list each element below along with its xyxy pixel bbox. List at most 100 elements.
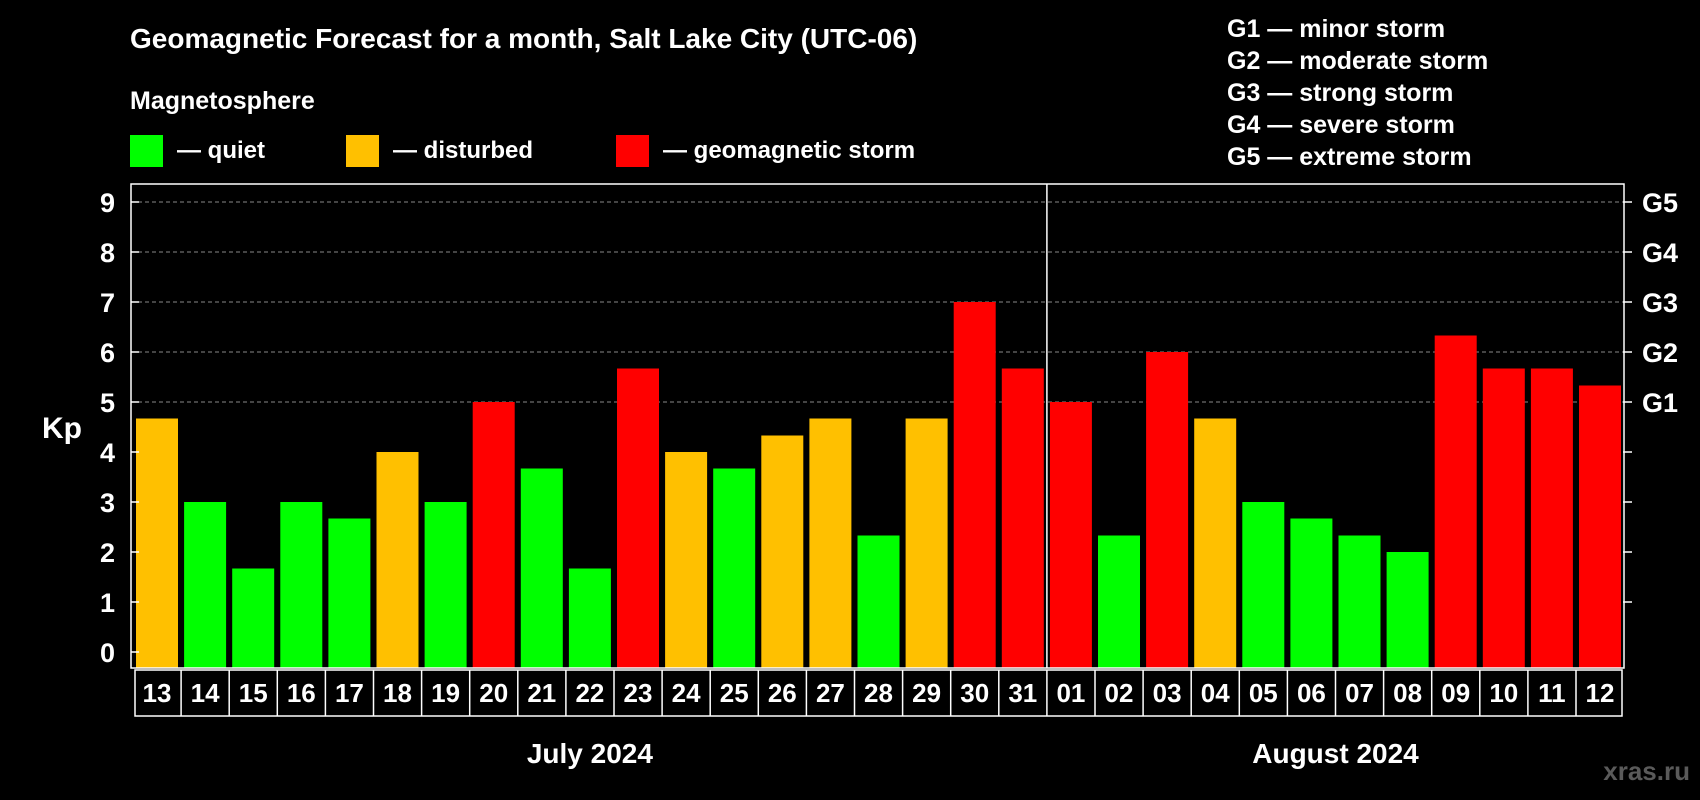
- x-tick-label-13-0: 13: [143, 678, 172, 708]
- bar-10-28: [1482, 368, 1525, 668]
- x-tick-label-09-27: 09: [1441, 678, 1470, 708]
- x-tick-label-18-5: 18: [383, 678, 412, 708]
- right-axis-ticks: G1 G2 G3 G4 G5: [1623, 188, 1678, 603]
- legend-label-quiet: — quiet: [177, 137, 265, 164]
- x-axis-day-labels: 13 14 15 16 17 18 19 20 21 22 23 24 25 26 27 28 29 30 31 01…: [134, 669, 1623, 717]
- legend-swatch-disturbed: [346, 135, 379, 167]
- bar-13-0: [136, 418, 178, 668]
- bar-19-6: [424, 502, 467, 668]
- storm-scale-g3: G3 — strong storm: [1227, 79, 1453, 107]
- right-axis-label-g3: G3: [1642, 288, 1678, 318]
- bar-03-21: [1146, 352, 1189, 668]
- legend-swatch-quiet: [130, 135, 163, 167]
- plot-frame: [130, 183, 1625, 669]
- y-tick-label-0: 0: [100, 638, 115, 668]
- x-tick-label-26-13: 26: [768, 678, 797, 708]
- bar-15-2: [232, 568, 275, 668]
- right-axis-label-g2: G2: [1642, 338, 1678, 368]
- x-tick-label-24-11: 24: [672, 678, 701, 708]
- y-tick-label-9: 9: [100, 188, 115, 218]
- y-tick-label-3: 3: [100, 488, 115, 518]
- storm-scale-legend: G1 — minor storm G2 — moderate storm G3 …: [1227, 15, 1488, 171]
- storm-scale-g1: G1 — minor storm: [1227, 15, 1445, 43]
- y-tick-label-1: 1: [100, 588, 115, 618]
- bar-05-23: [1242, 502, 1285, 668]
- x-tick-label-27-14: 27: [816, 678, 845, 708]
- legend-label-disturbed: — disturbed: [393, 137, 533, 164]
- y-tick-label-2: 2: [100, 538, 115, 568]
- x-tick-label-31-18: 31: [1008, 678, 1037, 708]
- bar-16-3: [280, 502, 323, 668]
- x-tick-label-17-4: 17: [335, 678, 364, 708]
- month-label-1: August 2024: [1252, 738, 1419, 769]
- bar-09-27: [1434, 335, 1477, 668]
- bar-22-9: [568, 568, 611, 668]
- legend-swatch-storm: [616, 135, 649, 167]
- right-axis-label-g1: G1: [1642, 388, 1678, 418]
- bar-06-24: [1290, 518, 1333, 668]
- x-tick-label-06-24: 06: [1297, 678, 1326, 708]
- bar-27-14: [809, 418, 852, 668]
- x-tick-label-02-20: 02: [1105, 678, 1134, 708]
- y-tick-label-8: 8: [100, 238, 115, 268]
- x-tick-label-19-6: 19: [431, 678, 460, 708]
- storm-scale-g5: G5 — extreme storm: [1227, 143, 1472, 171]
- bar-08-26: [1386, 552, 1429, 668]
- chart-title: Geomagnetic Forecast for a month, Salt L…: [130, 23, 917, 54]
- x-tick-label-05-23: 05: [1249, 678, 1278, 708]
- bar-17-4: [328, 518, 371, 668]
- month-labels: July 2024 August 2024: [527, 738, 1419, 769]
- x-tick-label-20-7: 20: [479, 678, 508, 708]
- bar-02-20: [1098, 535, 1140, 668]
- plot-border: [130, 183, 1625, 669]
- x-tick-label-14-1: 14: [191, 678, 220, 708]
- bar-25-12: [713, 468, 756, 668]
- storm-scale-g2: G2 — moderate storm: [1227, 47, 1488, 75]
- legend-label-storm: — geomagnetic storm: [663, 137, 915, 164]
- x-tick-label-11-29: 11: [1538, 678, 1566, 708]
- x-tick-label-04-22: 04: [1201, 678, 1230, 708]
- y-axis-ticks: 0 1 2 3 4 5 6 7 8 9: [100, 188, 139, 668]
- bar-07-25: [1338, 535, 1381, 668]
- y-tick-label-4: 4: [100, 438, 115, 468]
- bars: [136, 302, 1621, 668]
- month-label-0: July 2024: [527, 738, 654, 769]
- bar-31-18: [1001, 368, 1044, 668]
- x-tick-label-12-30: 12: [1586, 678, 1615, 708]
- x-tick-label-30-17: 30: [960, 678, 989, 708]
- bar-04-22: [1194, 418, 1237, 668]
- bar-20-7: [472, 402, 515, 668]
- bar-29-16: [905, 418, 948, 668]
- right-axis-label-g4: G4: [1642, 238, 1678, 268]
- x-tick-label-03-21: 03: [1153, 678, 1182, 708]
- x-tick-label-28-15: 28: [864, 678, 893, 708]
- bar-11-29: [1530, 368, 1573, 668]
- watermark: xras.ru: [1603, 756, 1690, 786]
- x-tick-label-25-12: 25: [720, 678, 749, 708]
- x-tick-label-15-2: 15: [239, 678, 268, 708]
- bar-01-19: [1049, 402, 1092, 668]
- bar-30-17: [953, 302, 996, 668]
- x-tick-label-10-28: 10: [1489, 678, 1518, 708]
- bar-28-15: [857, 535, 900, 668]
- bar-26-13: [761, 435, 804, 668]
- x-tick-label-21-8: 21: [527, 678, 556, 708]
- x-tick-label-08-26: 08: [1393, 678, 1422, 708]
- x-tick-label-22-9: 22: [575, 678, 604, 708]
- gridlines: [131, 201, 1624, 403]
- storm-scale-g4: G4 — severe storm: [1227, 111, 1455, 139]
- x-tick-label-23-10: 23: [624, 678, 653, 708]
- x-tick-label-29-16: 29: [912, 678, 941, 708]
- bar-23-10: [617, 368, 659, 668]
- bar-24-11: [665, 452, 708, 668]
- y-tick-label-5: 5: [100, 388, 115, 418]
- y-tick-label-6: 6: [100, 338, 115, 368]
- legend: — quiet — disturbed — geomagnetic storm: [130, 135, 915, 167]
- right-axis-label-g5: G5: [1642, 188, 1678, 218]
- bar-12-30: [1579, 385, 1621, 668]
- x-tick-label-16-3: 16: [287, 678, 316, 708]
- bar-21-8: [520, 468, 563, 668]
- legend-title: Magnetosphere: [130, 87, 315, 115]
- x-tick-label-07-25: 07: [1345, 678, 1374, 708]
